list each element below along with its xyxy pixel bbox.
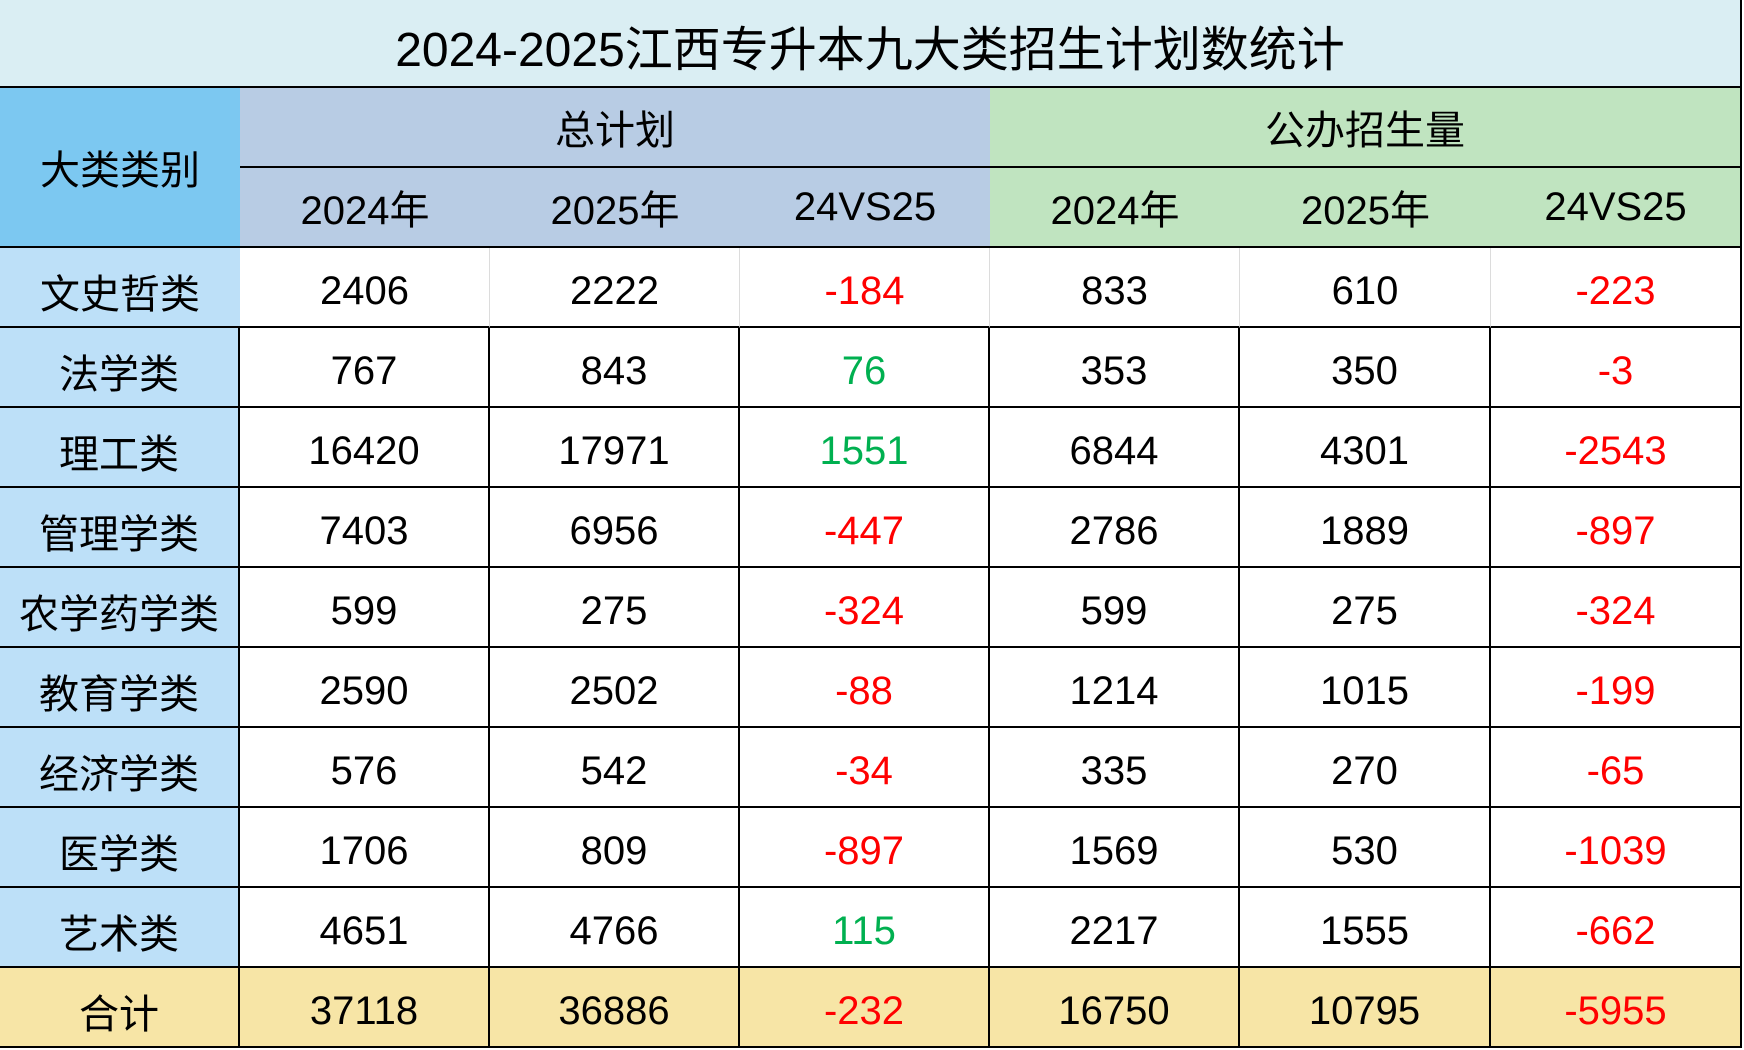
cell-public-2025: 610 — [1240, 248, 1491, 328]
col-header-public-diff: 24VS25 — [1491, 168, 1743, 248]
cell-total-2025: 4766 — [490, 888, 740, 968]
group-header-total-plan: 总计划 — [240, 88, 990, 168]
page-title: 2024-2025江西专升本九大类招生计划数统计 — [0, 0, 1742, 88]
cell-total-diff: -184 — [740, 248, 990, 328]
table-row: 文史哲类 2406 2222 -184 833 610 -223 — [0, 248, 1743, 328]
cell-public-2025: 1889 — [1240, 488, 1491, 568]
cell-public-2024: 2786 — [990, 488, 1240, 568]
category-column-header: 大类类别 — [0, 88, 240, 248]
cell-public-diff: -662 — [1491, 888, 1743, 968]
cell-public-2024: 2217 — [990, 888, 1240, 968]
cell-public-2024: 833 — [990, 248, 1240, 328]
cell-total-2024: 37118 — [240, 968, 490, 1048]
cell-total-2025: 6956 — [490, 488, 740, 568]
cell-public-diff: -199 — [1491, 648, 1743, 728]
cell-category: 经济学类 — [0, 728, 240, 808]
cell-total-2024: 2406 — [240, 248, 490, 328]
cell-total-2025: 843 — [490, 328, 740, 408]
table-row: 管理学类 7403 6956 -447 2786 1889 -897 — [0, 488, 1743, 568]
cell-total-label: 合计 — [0, 968, 240, 1048]
cell-public-diff: -1039 — [1491, 808, 1743, 888]
cell-public-2025: 275 — [1240, 568, 1491, 648]
header-row-columns: 2024年 2025年 24VS25 2024年 2025年 24VS25 — [0, 168, 1743, 248]
cell-public-2024: 6844 — [990, 408, 1240, 488]
cell-public-diff: -65 — [1491, 728, 1743, 808]
col-header-total-2025: 2025年 — [490, 168, 740, 248]
cell-public-diff: -5955 — [1491, 968, 1743, 1048]
col-header-public-2025: 2025年 — [1240, 168, 1491, 248]
cell-total-2024: 599 — [240, 568, 490, 648]
cell-total-2025: 36886 — [490, 968, 740, 1048]
cell-total-2024: 7403 — [240, 488, 490, 568]
cell-category: 理工类 — [0, 408, 240, 488]
table-row: 艺术类 4651 4766 115 2217 1555 -662 — [0, 888, 1743, 968]
cell-total-2024: 16420 — [240, 408, 490, 488]
cell-total-diff: -232 — [740, 968, 990, 1048]
cell-public-2025: 270 — [1240, 728, 1491, 808]
cell-category: 管理学类 — [0, 488, 240, 568]
col-header-total-2024: 2024年 — [240, 168, 490, 248]
cell-public-2025: 530 — [1240, 808, 1491, 888]
table-row: 医学类 1706 809 -897 1569 530 -1039 — [0, 808, 1743, 888]
cell-public-2024: 1214 — [990, 648, 1240, 728]
col-header-public-2024: 2024年 — [990, 168, 1240, 248]
cell-category: 文史哲类 — [0, 248, 240, 328]
cell-total-2025: 2222 — [490, 248, 740, 328]
cell-total-2025: 2502 — [490, 648, 740, 728]
cell-total-2024: 4651 — [240, 888, 490, 968]
cell-total-2025: 17971 — [490, 408, 740, 488]
cell-total-2025: 542 — [490, 728, 740, 808]
cell-public-2024: 599 — [990, 568, 1240, 648]
cell-total-diff: 115 — [740, 888, 990, 968]
table-row: 农学药学类 599 275 -324 599 275 -324 — [0, 568, 1743, 648]
table-row: 教育学类 2590 2502 -88 1214 1015 -199 — [0, 648, 1743, 728]
cell-total-diff: -324 — [740, 568, 990, 648]
cell-category: 法学类 — [0, 328, 240, 408]
cell-total-diff: -34 — [740, 728, 990, 808]
table-row: 法学类 767 843 76 353 350 -3 — [0, 328, 1743, 408]
total-row: 合计 37118 36886 -232 16750 10795 -5955 — [0, 968, 1743, 1048]
cell-total-2024: 767 — [240, 328, 490, 408]
cell-public-diff: -2543 — [1491, 408, 1743, 488]
cell-public-diff: -897 — [1491, 488, 1743, 568]
table-row: 经济学类 576 542 -34 335 270 -65 — [0, 728, 1743, 808]
cell-category: 教育学类 — [0, 648, 240, 728]
cell-public-2024: 1569 — [990, 808, 1240, 888]
cell-total-diff: -88 — [740, 648, 990, 728]
col-header-total-diff: 24VS25 — [740, 168, 990, 248]
cell-category: 农学药学类 — [0, 568, 240, 648]
cell-total-2024: 1706 — [240, 808, 490, 888]
cell-public-2025: 1555 — [1240, 888, 1491, 968]
cell-total-2025: 809 — [490, 808, 740, 888]
cell-category: 医学类 — [0, 808, 240, 888]
table-row: 理工类 16420 17971 1551 6844 4301 -2543 — [0, 408, 1743, 488]
cell-public-2025: 4301 — [1240, 408, 1491, 488]
cell-total-diff: 1551 — [740, 408, 990, 488]
cell-total-diff: 76 — [740, 328, 990, 408]
cell-public-diff: -3 — [1491, 328, 1743, 408]
group-header-public-enrollment: 公办招生量 — [990, 88, 1743, 168]
cell-category: 艺术类 — [0, 888, 240, 968]
cell-public-2024: 16750 — [990, 968, 1240, 1048]
enrollment-table: 大类类别 总计划 公办招生量 2024年 2025年 24VS25 2024年 … — [0, 88, 1743, 1048]
cell-public-2025: 10795 — [1240, 968, 1491, 1048]
header-row-groups: 大类类别 总计划 公办招生量 — [0, 88, 1743, 248]
cell-public-2024: 335 — [990, 728, 1240, 808]
cell-public-2025: 1015 — [1240, 648, 1491, 728]
cell-total-2024: 2590 — [240, 648, 490, 728]
cell-total-diff: -447 — [740, 488, 990, 568]
cell-public-2025: 350 — [1240, 328, 1491, 408]
cell-total-diff: -897 — [740, 808, 990, 888]
cell-public-diff: -223 — [1491, 248, 1743, 328]
cell-public-diff: -324 — [1491, 568, 1743, 648]
cell-public-2024: 353 — [990, 328, 1240, 408]
cell-total-2024: 576 — [240, 728, 490, 808]
cell-total-2025: 275 — [490, 568, 740, 648]
